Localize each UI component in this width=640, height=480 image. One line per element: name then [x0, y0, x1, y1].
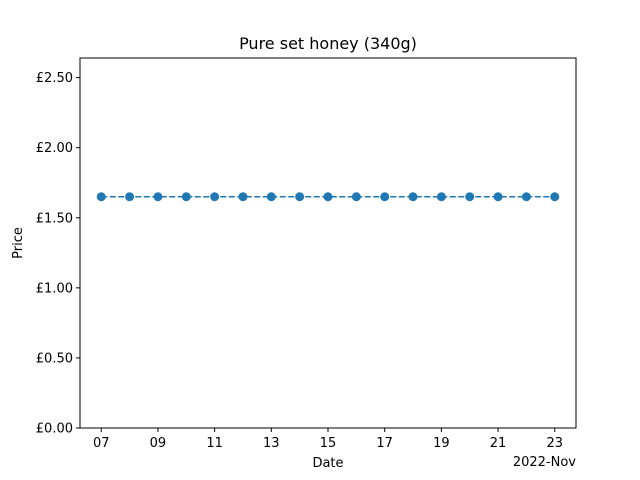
x-tick-label: 17: [376, 436, 393, 451]
x-offset-label: 2022-Nov: [513, 455, 576, 470]
data-point: [295, 192, 305, 202]
x-tick-label: 07: [93, 436, 110, 451]
data-point: [408, 192, 418, 202]
y-tick-label: £2.00: [36, 141, 73, 156]
data-point: [465, 192, 475, 202]
data-point: [266, 192, 276, 202]
x-tick-label: 23: [546, 436, 563, 451]
x-axis-label: Date: [312, 456, 343, 471]
data-point: [210, 192, 220, 202]
data-point: [550, 192, 560, 202]
data-point: [96, 192, 106, 202]
data-point: [380, 192, 390, 202]
y-tick-label: £1.00: [36, 281, 73, 296]
plot-area: [96, 192, 560, 202]
data-point: [521, 192, 531, 202]
y-tick-label: £1.50: [36, 211, 73, 226]
x-tick-label: 21: [490, 436, 507, 451]
data-point: [181, 192, 191, 202]
x-tick-label: 19: [433, 436, 450, 451]
chart-title: Pure set honey (340g): [239, 34, 417, 53]
data-point: [125, 192, 135, 202]
y-tick-label: £0.00: [36, 422, 73, 437]
data-point: [493, 192, 503, 202]
y-tick-label: £0.50: [36, 351, 73, 366]
x-tick-label: 11: [206, 436, 223, 451]
data-point: [436, 192, 446, 202]
y-axis-label: Price: [11, 227, 26, 259]
x-tick-label: 09: [150, 436, 167, 451]
data-point: [351, 192, 361, 202]
x-tick-label: 13: [263, 436, 280, 451]
y-tick-label: £2.50: [36, 71, 73, 86]
data-point: [238, 192, 248, 202]
data-point: [323, 192, 333, 202]
data-point: [153, 192, 163, 202]
x-tick-label: 15: [320, 436, 337, 451]
